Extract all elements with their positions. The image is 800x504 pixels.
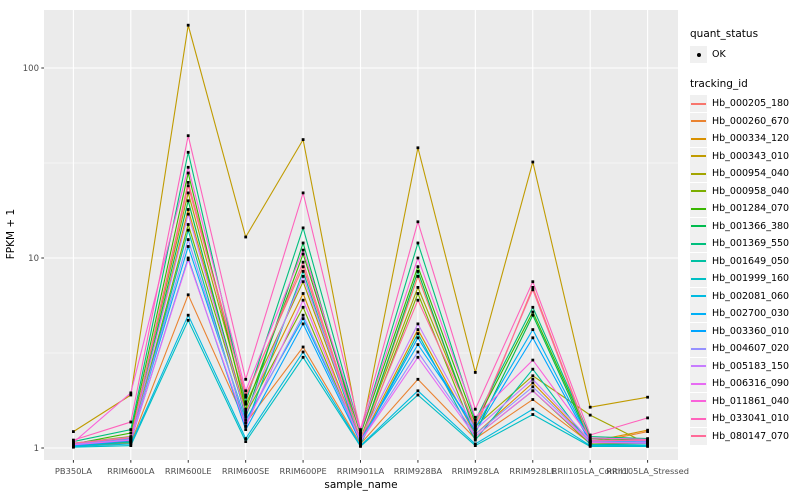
line-key-icon xyxy=(690,252,707,270)
legend-item-label: Hb_000954_040 xyxy=(712,168,790,180)
line-key-icon xyxy=(690,322,707,340)
y-axis: 1 10 100 xyxy=(23,64,44,454)
legend-item-Hb_080147_070: Hb_080147_070 xyxy=(690,427,798,446)
line-key-icon xyxy=(690,112,707,130)
legend-item-Hb_000205_180: Hb_000205_180 xyxy=(690,95,798,113)
legend-item-label: Hb_011861_040 xyxy=(712,395,790,407)
legend-item-label: Hb_001284_070 xyxy=(712,203,790,215)
line-key-icon xyxy=(690,427,707,445)
legend-item-label: Hb_000343_010 xyxy=(712,150,790,162)
legend-item-Hb_001999_160: Hb_001999_160 xyxy=(690,270,798,288)
legend-item-label: Hb_004607_020 xyxy=(712,343,790,355)
line-key-icon xyxy=(690,392,707,410)
x-axis-title: sample_name xyxy=(324,479,398,491)
legend-item-label: Hb_033041_010 xyxy=(712,413,790,425)
legend: quant_status OK tracking_id Hb_000205_18… xyxy=(690,28,798,445)
x-axis: PB350LA RRIM600LA RRIM600LE RRIM600SE RRIM60… xyxy=(55,460,689,476)
legend-item-label: Hb_006316_090 xyxy=(712,378,790,390)
legend-item-label: Hb_001999_160 xyxy=(712,273,790,285)
line-key-icon xyxy=(690,130,707,148)
legend-title-tracking-id: tracking_id xyxy=(690,78,748,90)
legend-item-Hb_001369_550: Hb_001369_550 xyxy=(690,235,798,253)
line-key-icon xyxy=(690,305,707,323)
legend-item-label: Hb_000205_180 xyxy=(712,98,790,110)
legend-item-Hb_000954_040: Hb_000954_040 xyxy=(690,165,798,183)
x-tick-label: RRIM600LA xyxy=(107,466,155,476)
line-key-icon xyxy=(690,235,707,253)
x-tick-label: RRIM928LA xyxy=(452,466,500,476)
line-key-icon xyxy=(690,410,707,428)
legend-item-label: Hb_001369_550 xyxy=(712,238,790,250)
legend-item-label: Hb_000334_120 xyxy=(712,133,790,145)
y-tick-label: 100 xyxy=(23,64,39,74)
legend-item-label: Hb_001649_050 xyxy=(712,255,790,267)
line-key-icon xyxy=(690,165,707,183)
x-tick-label: RRIM928LE xyxy=(509,466,556,476)
x-tick-label: RRIM901LA xyxy=(337,466,385,476)
line-key-icon xyxy=(690,217,707,235)
gridlines xyxy=(44,10,678,460)
legend-item-ok: OK xyxy=(690,45,798,64)
line-key-icon xyxy=(690,287,707,305)
legend-item-Hb_001649_050: Hb_001649_050 xyxy=(690,252,798,271)
line-key-icon xyxy=(690,340,707,358)
legend-item-label: Hb_002700_030 xyxy=(712,308,790,320)
line-key-icon xyxy=(690,95,707,113)
x-tick-label: RRII105LA_Stressed xyxy=(606,466,689,476)
legend-item-Hb_000260_670: Hb_000260_670 xyxy=(690,112,798,131)
legend-item-Hb_006316_090: Hb_006316_090 xyxy=(690,375,798,393)
legend-item-Hb_002700_030: Hb_002700_030 xyxy=(690,305,798,323)
legend-item-Hb_011861_040: Hb_011861_040 xyxy=(690,392,798,411)
line-key-icon xyxy=(690,357,707,375)
x-tick-label: RRII105LA_Control xyxy=(552,466,629,476)
x-tick-label: RRIM600PE xyxy=(279,466,326,476)
legend-item-Hb_001284_070: Hb_001284_070 xyxy=(690,200,798,218)
legend-item-label: Hb_001366_380 xyxy=(712,220,790,232)
data-points xyxy=(72,23,649,449)
legend-item-label: OK xyxy=(712,49,726,60)
x-tick-label: RRIM600LE xyxy=(165,466,212,476)
legend-item-label: Hb_005183_150 xyxy=(712,360,790,372)
line-key-icon xyxy=(690,270,707,288)
legend-item-Hb_033041_010: Hb_033041_010 xyxy=(690,410,798,428)
legend-item-Hb_005183_150: Hb_005183_150 xyxy=(690,357,798,376)
legend-item-Hb_004607_020: Hb_004607_020 xyxy=(690,340,798,358)
legend-item-Hb_000334_120: Hb_000334_120 xyxy=(690,130,798,148)
line-key-icon xyxy=(690,200,707,218)
legend-item-Hb_000958_040: Hb_000958_040 xyxy=(690,182,798,201)
legend-item-label: Hb_002081_060 xyxy=(712,290,790,302)
legend-item-label: Hb_080147_070 xyxy=(712,430,790,442)
y-tick-label: 10 xyxy=(28,254,39,264)
line-key-icon xyxy=(690,147,707,165)
y-tick-label: 1 xyxy=(34,444,39,454)
y-axis-title: FPKM + 1 xyxy=(5,208,17,260)
point-key-icon xyxy=(690,46,707,63)
legend-item-Hb_003360_010: Hb_003360_010 xyxy=(690,322,798,341)
legend-title-quant-status: quant_status xyxy=(690,28,759,40)
x-tick-label: RRIM600SE xyxy=(222,466,269,476)
x-tick-label: PB350LA xyxy=(55,466,92,476)
legend-item-label: Hb_000260_670 xyxy=(712,115,790,127)
legend-item-label: Hb_003360_010 xyxy=(712,325,790,337)
line-key-icon xyxy=(690,375,707,393)
legend-item-Hb_002081_060: Hb_002081_060 xyxy=(690,287,798,306)
legend-tracking-items: Hb_000205_180 Hb_000260_670 Hb_000334_120 H… xyxy=(690,95,798,445)
legend-item-Hb_001366_380: Hb_001366_380 xyxy=(690,217,798,236)
legend-item-label: Hb_000958_040 xyxy=(712,185,790,197)
line-key-icon xyxy=(690,182,707,200)
x-tick-label: RRIM928BA xyxy=(394,466,443,476)
legend-item-Hb_000343_010: Hb_000343_010 xyxy=(690,147,798,166)
